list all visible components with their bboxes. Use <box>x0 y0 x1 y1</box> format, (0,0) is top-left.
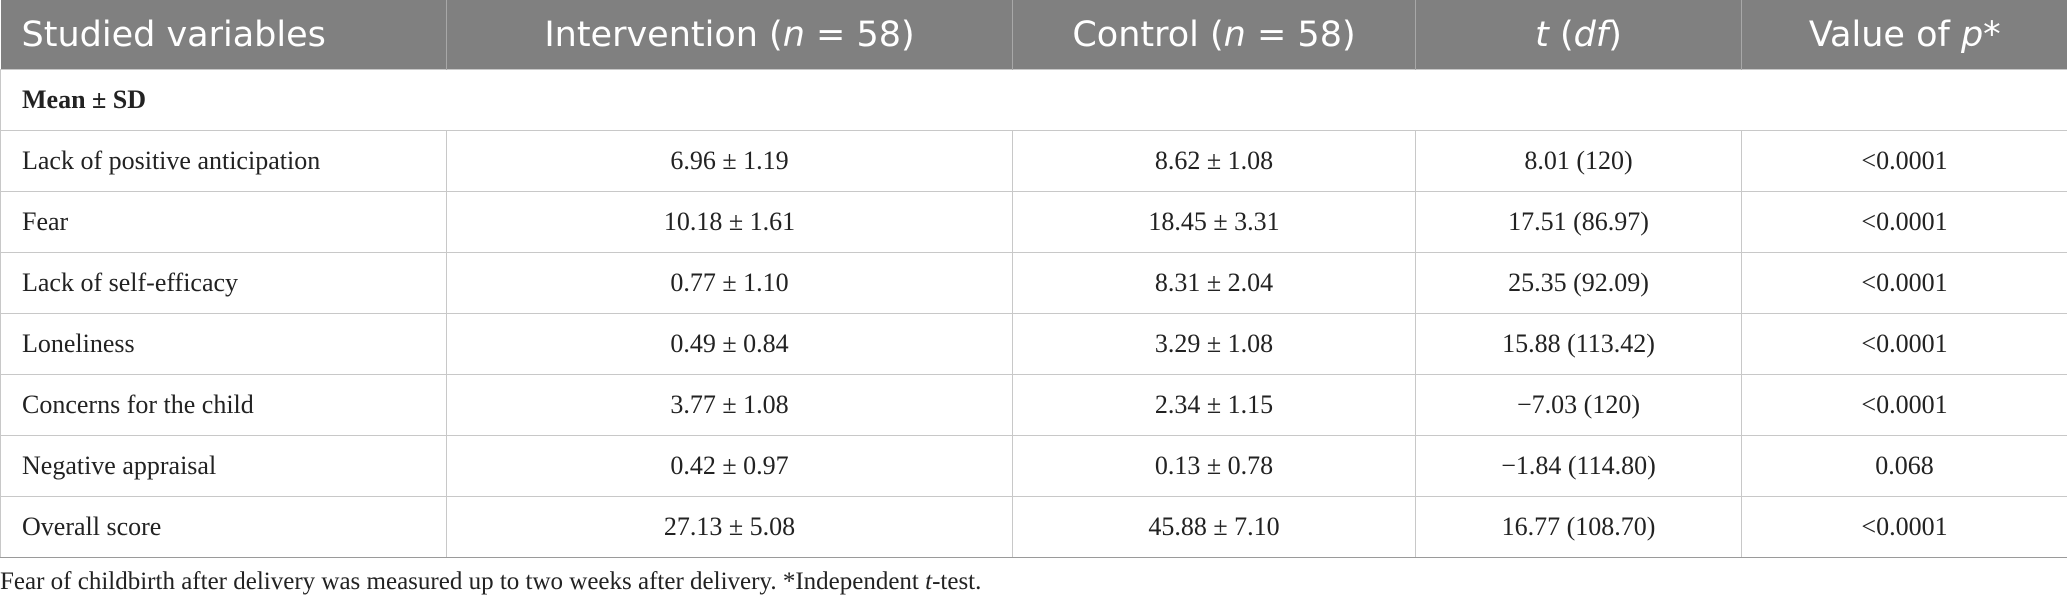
t-df-cell: 15.88 (113.42) <box>1415 313 1742 375</box>
header-intervention: Intervention (n = 58) <box>446 0 1013 70</box>
table-row: Concerns for the child 3.77 ± 1.08 2.34 … <box>0 374 2067 436</box>
control-cell: 8.62 ± 1.08 <box>1012 130 1416 192</box>
t-df-cell: 8.01 (120) <box>1415 130 1742 192</box>
variable-cell: Loneliness <box>0 313 447 375</box>
t-df-cell: −7.03 (120) <box>1415 374 1742 436</box>
table-row: Fear 10.18 ± 1.61 18.45 ± 3.31 17.51 (86… <box>0 191 2067 253</box>
variable-cell: Fear <box>0 191 447 253</box>
p-value-cell: <0.0001 <box>1741 191 2067 253</box>
section-row: Mean ± SD <box>0 69 2067 131</box>
table-row: Loneliness 0.49 ± 0.84 3.29 ± 1.08 15.88… <box>0 313 2067 375</box>
control-cell: 2.34 ± 1.15 <box>1012 374 1416 436</box>
p-value-cell: <0.0001 <box>1741 130 2067 192</box>
p-value-cell: <0.0001 <box>1741 496 2067 558</box>
variable-cell: Lack of self-efficacy <box>0 252 447 314</box>
t-df-cell: −1.84 (114.80) <box>1415 435 1742 497</box>
control-cell: 18.45 ± 3.31 <box>1012 191 1416 253</box>
header-control: Control (n = 58) <box>1012 0 1416 70</box>
variable-cell: Overall score <box>0 496 447 558</box>
intervention-cell: 6.96 ± 1.19 <box>446 130 1013 192</box>
table-row: Lack of positive anticipation 6.96 ± 1.1… <box>0 130 2067 192</box>
variable-cell: Negative appraisal <box>0 435 447 497</box>
intervention-cell: 0.77 ± 1.10 <box>446 252 1013 314</box>
header-studied-variables: Studied variables <box>0 0 447 70</box>
section-label: Mean ± SD <box>0 69 2067 131</box>
header-row: Studied variables Intervention (n = 58) … <box>0 0 2067 70</box>
header-t-df: t (df) <box>1415 0 1742 70</box>
table-row: Overall score 27.13 ± 5.08 45.88 ± 7.10 … <box>0 496 2067 558</box>
control-cell: 8.31 ± 2.04 <box>1012 252 1416 314</box>
results-table: Studied variables Intervention (n = 58) … <box>0 0 2067 558</box>
t-df-cell: 16.77 (108.70) <box>1415 496 1742 558</box>
table-footnote: Fear of childbirth after delivery was me… <box>0 568 982 595</box>
p-value-cell: <0.0001 <box>1741 313 2067 375</box>
variable-cell: Lack of positive anticipation <box>0 130 447 192</box>
p-value-cell: 0.068 <box>1741 435 2067 497</box>
t-df-cell: 17.51 (86.97) <box>1415 191 1742 253</box>
control-cell: 45.88 ± 7.10 <box>1012 496 1416 558</box>
table-row: Lack of self-efficacy 0.77 ± 1.10 8.31 ±… <box>0 252 2067 314</box>
control-cell: 0.13 ± 0.78 <box>1012 435 1416 497</box>
intervention-cell: 10.18 ± 1.61 <box>446 191 1013 253</box>
control-cell: 3.29 ± 1.08 <box>1012 313 1416 375</box>
p-value-cell: <0.0001 <box>1741 252 2067 314</box>
header-p-value: Value of p* <box>1741 0 2067 70</box>
intervention-cell: 0.42 ± 0.97 <box>446 435 1013 497</box>
p-value-cell: <0.0001 <box>1741 374 2067 436</box>
t-df-cell: 25.35 (92.09) <box>1415 252 1742 314</box>
intervention-cell: 27.13 ± 5.08 <box>446 496 1013 558</box>
variable-cell: Concerns for the child <box>0 374 447 436</box>
intervention-cell: 3.77 ± 1.08 <box>446 374 1013 436</box>
table-row: Negative appraisal 0.42 ± 0.97 0.13 ± 0.… <box>0 435 2067 497</box>
intervention-cell: 0.49 ± 0.84 <box>446 313 1013 375</box>
